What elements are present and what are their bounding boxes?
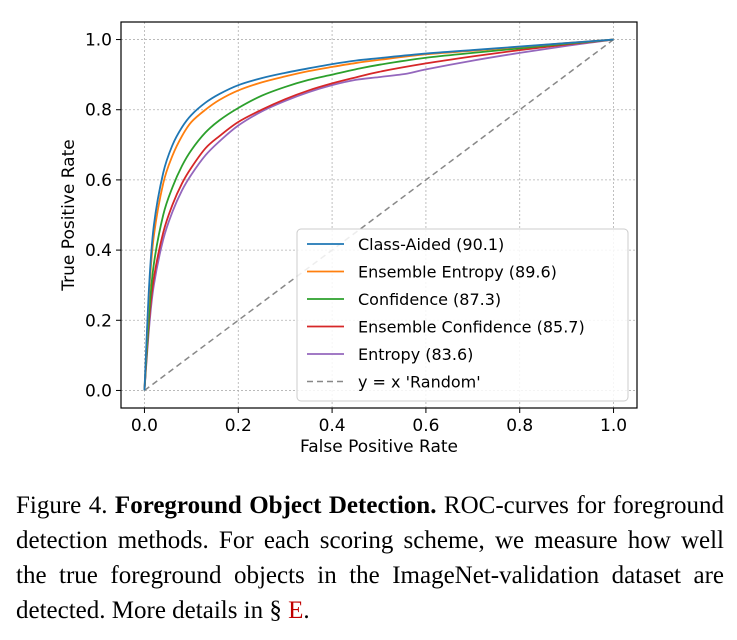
series-line — [143, 38, 614, 391]
plot-frame — [120, 21, 638, 409]
x-tick-label: 0.0 — [131, 416, 158, 436]
y-tick-label: 1.0 — [85, 31, 112, 51]
caption-title: Foreground Object Detection. — [114, 492, 437, 519]
caption-prefix: Figure 4. — [16, 492, 115, 519]
x-tick-label: 1.0 — [600, 416, 627, 436]
x-tick-label: 0.8 — [506, 416, 533, 436]
y-tick-label: 0.2 — [85, 311, 112, 331]
x-axis-label: False Positive Rate — [300, 437, 458, 457]
series-line — [143, 38, 614, 391]
axis-ticks: 0.0 0.2 0.4 0.6 0.8 1.0 0.0 0.2 0.4 0.6 0.8 1.0 — [85, 31, 627, 436]
series-lines — [143, 38, 614, 392]
x-tick-label: 0.4 — [319, 416, 346, 436]
legend-label: Confidence (87.3) — [358, 290, 501, 309]
legend-label: Ensemble Entropy (89.6) — [358, 263, 557, 282]
y-tick-label: 0.0 — [85, 381, 112, 401]
legend-label: y = x 'Random' — [358, 373, 481, 392]
y-tick-label: 0.6 — [85, 171, 112, 191]
y-tick-label: 0.4 — [85, 241, 112, 261]
series-line — [144, 38, 614, 392]
x-tick-label: 0.2 — [225, 416, 252, 436]
y-axis-label: True Positive Rate — [59, 139, 79, 291]
legend: Class-Aided (90.1) Ensemble Entropy (89.6… — [296, 228, 629, 402]
y-tick-label: 0.8 — [85, 101, 112, 121]
legend-label: Entropy (83.6) — [358, 345, 473, 364]
roc-chart: 0.0 0.2 0.4 0.6 0.8 1.0 0.0 0.2 0.4 0.6 0.8 1.0 Fal… — [59, 21, 638, 457]
legend-label: Class-Aided (90.1) — [358, 235, 504, 254]
x-tick-label: 0.6 — [412, 416, 439, 436]
caption-section-link[interactable]: E — [288, 597, 304, 624]
legend-label: Ensemble Confidence (85.7) — [358, 318, 585, 337]
caption-suffix: . — [303, 597, 310, 624]
series-line — [143, 38, 614, 391]
series-line — [143, 38, 614, 391]
figure-caption: Figure 4. Foreground Object Detection. R… — [16, 488, 724, 628]
legend-box — [296, 228, 629, 402]
caption-text: ROC-curves for foreground detection meth… — [16, 492, 724, 624]
